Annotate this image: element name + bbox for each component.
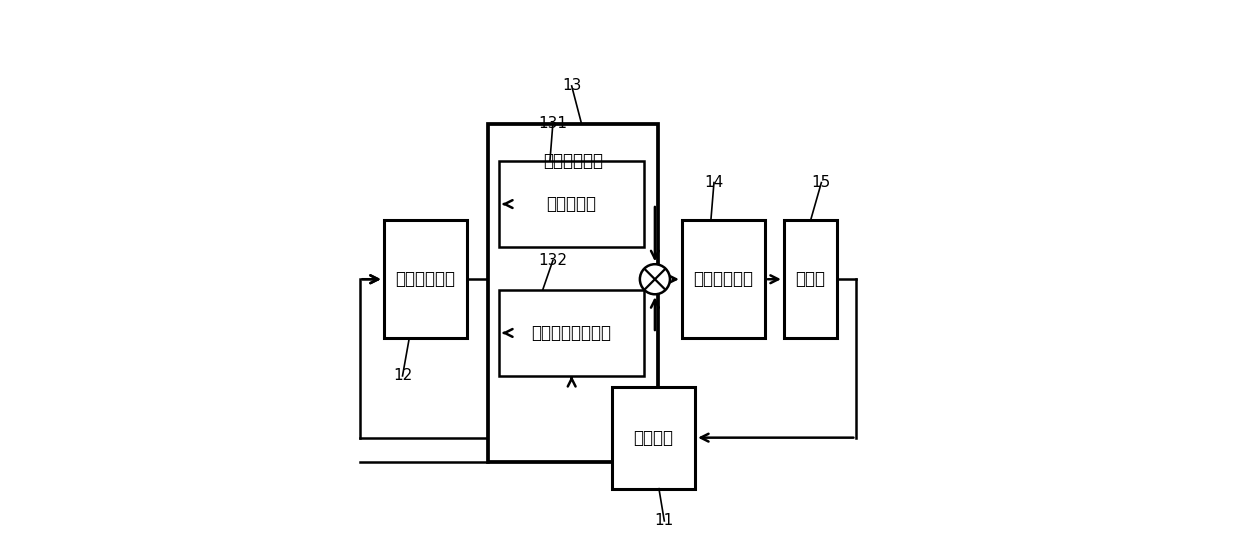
Bar [489, 124, 657, 462]
Text: 13: 13 [562, 78, 582, 93]
Text: 线性控制器: 线性控制器 [547, 195, 596, 213]
Text: 稳定控制系统: 稳定控制系统 [543, 152, 603, 170]
Text: 轨迹生成系统: 轨迹生成系统 [396, 270, 455, 288]
Text: 12: 12 [393, 368, 412, 383]
Text: 15: 15 [812, 175, 831, 190]
Text: 132: 132 [538, 253, 568, 268]
Text: 11: 11 [655, 513, 673, 528]
Text: 14: 14 [704, 175, 724, 190]
Bar [613, 387, 696, 489]
Bar [500, 290, 644, 376]
Circle shape [640, 264, 670, 294]
Bar [383, 220, 467, 338]
Text: 非线性反馈控制器: 非线性反馈控制器 [532, 324, 611, 342]
Text: 导航系统: 导航系统 [634, 429, 673, 447]
Bar [784, 220, 837, 338]
Bar [500, 161, 644, 247]
Bar [682, 220, 765, 338]
Text: 131: 131 [538, 116, 568, 131]
Text: 轨迹跟踪系统: 轨迹跟踪系统 [693, 270, 754, 288]
Text: 栅格舵: 栅格舵 [796, 270, 826, 288]
